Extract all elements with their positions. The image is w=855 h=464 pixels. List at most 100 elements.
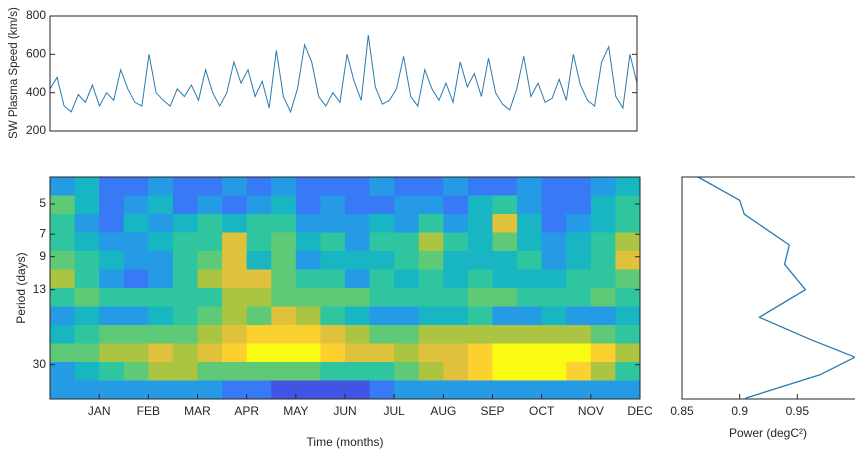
heat-cell bbox=[99, 288, 125, 307]
heat-cell bbox=[99, 269, 125, 289]
heat-cell bbox=[197, 288, 223, 307]
heat-cell bbox=[566, 251, 592, 270]
heat-cell bbox=[443, 362, 469, 381]
heat-cell bbox=[222, 325, 248, 344]
heat-cell bbox=[123, 325, 149, 344]
heat-cell bbox=[320, 306, 346, 326]
heat-cell bbox=[418, 177, 444, 196]
heat-cell bbox=[74, 380, 100, 400]
heat-cell bbox=[615, 214, 641, 233]
heat-cell bbox=[148, 232, 174, 252]
x-tick-label: AUG bbox=[430, 404, 456, 418]
heat-cell bbox=[541, 269, 567, 289]
heat-cell bbox=[369, 288, 395, 307]
y-axis-title: Period (days) bbox=[14, 252, 28, 323]
x-tick-label: 0.95 bbox=[786, 404, 810, 418]
heat-cell bbox=[74, 362, 100, 381]
heat-cell bbox=[590, 177, 616, 196]
heat-cell bbox=[566, 380, 592, 400]
heat-cell bbox=[345, 232, 371, 252]
heat-cell bbox=[295, 269, 321, 289]
x-tick-label: 0.9 bbox=[731, 404, 748, 418]
heat-cell bbox=[345, 380, 371, 400]
heat-cell bbox=[566, 232, 592, 252]
heat-cell bbox=[320, 177, 346, 196]
heat-cell bbox=[271, 288, 297, 307]
heat-cell bbox=[492, 325, 518, 344]
plot-frame bbox=[681, 176, 855, 400]
heat-cell bbox=[197, 362, 223, 381]
heat-cell bbox=[590, 380, 616, 400]
heat-cell bbox=[271, 362, 297, 381]
heat-cell bbox=[246, 232, 272, 252]
heat-cell bbox=[394, 232, 420, 252]
heat-cell bbox=[394, 362, 420, 381]
heat-cell bbox=[50, 362, 76, 381]
heat-cell bbox=[566, 362, 592, 381]
y-tick-label: 13 bbox=[33, 282, 47, 296]
heat-cell bbox=[467, 269, 493, 289]
heat-cell bbox=[345, 325, 371, 344]
heat-cell bbox=[148, 269, 174, 289]
heat-cell bbox=[369, 343, 395, 363]
heat-cell bbox=[345, 343, 371, 363]
heat-cell bbox=[197, 232, 223, 252]
heat-cell bbox=[50, 232, 76, 252]
heat-cell bbox=[541, 232, 567, 252]
heat-cell bbox=[517, 380, 543, 400]
heat-cell bbox=[197, 195, 223, 215]
heat-cell bbox=[590, 288, 616, 307]
heat-cell bbox=[246, 362, 272, 381]
heat-cell bbox=[295, 177, 321, 196]
heat-cell bbox=[123, 306, 149, 326]
heat-cell bbox=[492, 343, 518, 363]
heat-cell bbox=[320, 288, 346, 307]
heat-cell bbox=[295, 214, 321, 233]
x-tick-label: JUL bbox=[383, 404, 405, 418]
heat-cell bbox=[320, 195, 346, 215]
heat-cell bbox=[345, 214, 371, 233]
heat-cell bbox=[541, 214, 567, 233]
heat-cell bbox=[443, 214, 469, 233]
y-tick-label: 5 bbox=[39, 196, 46, 210]
heat-cell bbox=[99, 343, 125, 363]
heat-cell bbox=[615, 380, 641, 400]
heat-cell bbox=[492, 380, 518, 400]
heat-cell bbox=[222, 177, 248, 196]
heat-cell bbox=[541, 343, 567, 363]
heat-cell bbox=[541, 362, 567, 381]
plot-frame bbox=[49, 15, 638, 132]
heat-cell bbox=[50, 269, 76, 289]
heat-cell bbox=[418, 214, 444, 233]
x-tick-label: JAN bbox=[88, 404, 111, 418]
heat-cell bbox=[345, 195, 371, 215]
heat-cell bbox=[467, 288, 493, 307]
heat-cell bbox=[172, 343, 198, 363]
heat-cell bbox=[50, 343, 76, 363]
heat-cell bbox=[99, 214, 125, 233]
heat-cell bbox=[566, 195, 592, 215]
y-axis-title: SW Plasma Speed (km/s) bbox=[8, 7, 20, 139]
heat-cell bbox=[50, 325, 76, 344]
heat-cell bbox=[541, 288, 567, 307]
heat-cell bbox=[99, 362, 125, 381]
heat-cell bbox=[418, 195, 444, 215]
heat-cell bbox=[295, 306, 321, 326]
heat-cell bbox=[246, 251, 272, 270]
heat-cell bbox=[369, 195, 395, 215]
heat-cell bbox=[590, 362, 616, 381]
heat-cell bbox=[172, 306, 198, 326]
heat-cell bbox=[295, 343, 321, 363]
heat-cell bbox=[74, 232, 100, 252]
heat-cell bbox=[369, 251, 395, 270]
heat-cell bbox=[123, 288, 149, 307]
heat-cell bbox=[394, 251, 420, 270]
heat-cell bbox=[418, 306, 444, 326]
x-tick-label: FEB bbox=[137, 404, 160, 418]
heat-cell bbox=[467, 195, 493, 215]
heat-cell bbox=[320, 325, 346, 344]
heat-cell bbox=[590, 306, 616, 326]
heat-cell bbox=[590, 251, 616, 270]
heat-cell bbox=[50, 177, 76, 196]
heat-cell bbox=[172, 288, 198, 307]
